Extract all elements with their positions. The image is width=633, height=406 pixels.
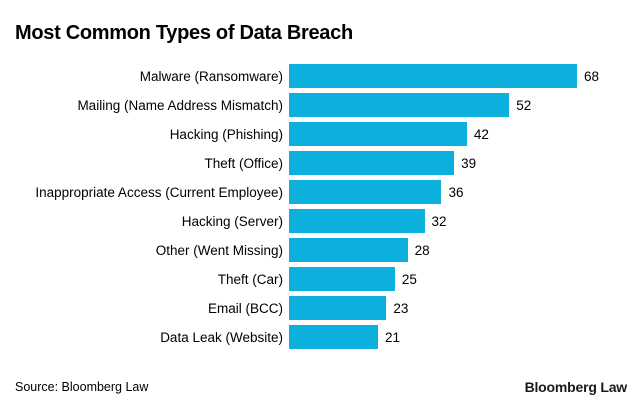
bar: [289, 296, 387, 320]
category-label: Theft (Office): [204, 155, 283, 171]
bar-row: Hacking (Phishing) 42: [0, 122, 633, 146]
value-label: 28: [414, 242, 430, 258]
value-label: 52: [516, 97, 532, 113]
value-label: 25: [401, 271, 417, 287]
bar-row: Data Leak (Website) 21: [0, 325, 633, 349]
bar: [289, 180, 442, 204]
category-label: Data Leak (Website): [160, 329, 283, 345]
source-note: Source: Bloomberg Law: [15, 380, 149, 394]
bar-row: Theft (Car) 25: [0, 267, 633, 291]
bar: [289, 122, 467, 146]
bloomberg-law-logo: Bloomberg Law: [524, 379, 628, 395]
category-label: Email (BCC): [207, 300, 283, 316]
category-label: Hacking (Server): [181, 213, 283, 229]
bar-row: Inappropriate Access (Current Employee) 3…: [0, 180, 633, 204]
category-label: Hacking (Phishing): [169, 126, 283, 142]
value-label: 42: [473, 126, 489, 142]
bar-row: Email (BCC) 23: [0, 296, 633, 320]
value-label: 68: [584, 68, 600, 84]
value-label: 32: [431, 213, 447, 229]
chart-title: Most Common Types of Data Breach: [15, 22, 353, 44]
bar: [289, 93, 510, 117]
value-label: 36: [448, 184, 464, 200]
value-label: 23: [393, 300, 409, 316]
bar-row: Mailing (Name Address Mismatch) 52: [0, 93, 633, 117]
category-label: Malware (Ransomware): [139, 68, 283, 84]
value-label: 21: [384, 329, 400, 345]
value-label: 39: [461, 155, 477, 171]
bar-row: Hacking (Server) 32: [0, 209, 633, 233]
category-label: Theft (Car): [217, 271, 283, 287]
category-label: Other (Went Missing): [155, 242, 283, 258]
bar-row: Other (Went Missing) 28: [0, 238, 633, 262]
bar-row: Theft (Office) 39: [0, 151, 633, 175]
category-label: Mailing (Name Address Mismatch): [77, 97, 283, 113]
bar: [289, 209, 425, 233]
bar: [289, 325, 378, 349]
category-label: Inappropriate Access (Current Employee): [35, 184, 283, 200]
bar: [289, 151, 455, 175]
bar: [289, 64, 577, 88]
bar-row: Malware (Ransomware) 68: [0, 64, 633, 88]
bar: [289, 238, 408, 262]
bar: [289, 267, 395, 291]
bar-chart: Malware (Ransomware) 68 Mailing (Name Addr…: [0, 64, 633, 349]
